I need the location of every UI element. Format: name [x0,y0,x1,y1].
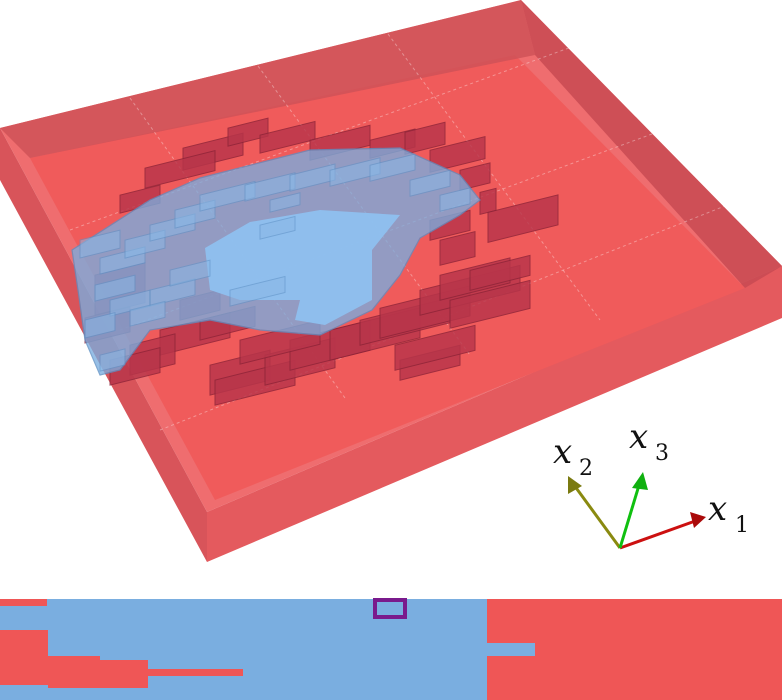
blue-voxel-block [94,274,136,302]
cross-section-red-bottom-left [0,682,48,685]
axis-x3-label: x [629,417,648,457]
axis-x3-line [618,481,642,549]
matrix-box-back-rim [0,0,535,158]
cross-section-red-left-d [100,669,243,676]
blue-voxel-block [259,215,296,240]
red-grain-block [394,324,476,371]
red-grain-block [469,254,531,291]
axis-x2-subscript: 2 [579,456,593,481]
blue-voxel-block [99,348,126,372]
red-grain-block [449,279,531,329]
axis-x1-subscript: 1 [735,513,749,538]
cross-section-blue-notch [487,643,535,656]
blue-voxel-block [369,153,416,182]
cross-section-red-right [487,599,782,700]
red-grain-block [404,121,446,155]
axis-x2-line [572,484,622,549]
red-grain-block [259,120,316,154]
red-grain-block [487,194,559,243]
red-grain-block [439,230,476,266]
blue-voxel-block [269,192,301,213]
blue-voxel-tiles [79,153,471,372]
red-grain-block [144,150,216,189]
matrix-box-front-face [207,266,782,562]
blue-voxel-block [169,259,211,287]
axis-x3-subscript: 3 [655,441,669,466]
blue-voxel-block [409,169,451,197]
red-grain-block [479,187,497,215]
cross-section-strip [0,598,782,700]
red-grain-block [227,117,269,147]
axis-x1-arrowhead [690,512,706,528]
axis-x1-label: x [708,489,727,529]
cross-section-marker [373,598,407,619]
blue-voxel-block [84,311,116,339]
matrix-box-right-rim [521,0,782,288]
cross-section-red-top-left [0,599,47,606]
axis-x2-arrowhead [568,476,582,494]
blue-voxel-block [129,300,166,327]
axis-x1-line [619,518,699,550]
axes-triad: x 1 x 2 x 3 [553,417,749,550]
axis-x2-label: x [553,432,572,472]
blue-voxel-block [229,275,286,307]
axis-x3-arrowhead [632,472,648,490]
blue-voxel-block [439,187,471,212]
blue-voxel-block [79,229,121,259]
